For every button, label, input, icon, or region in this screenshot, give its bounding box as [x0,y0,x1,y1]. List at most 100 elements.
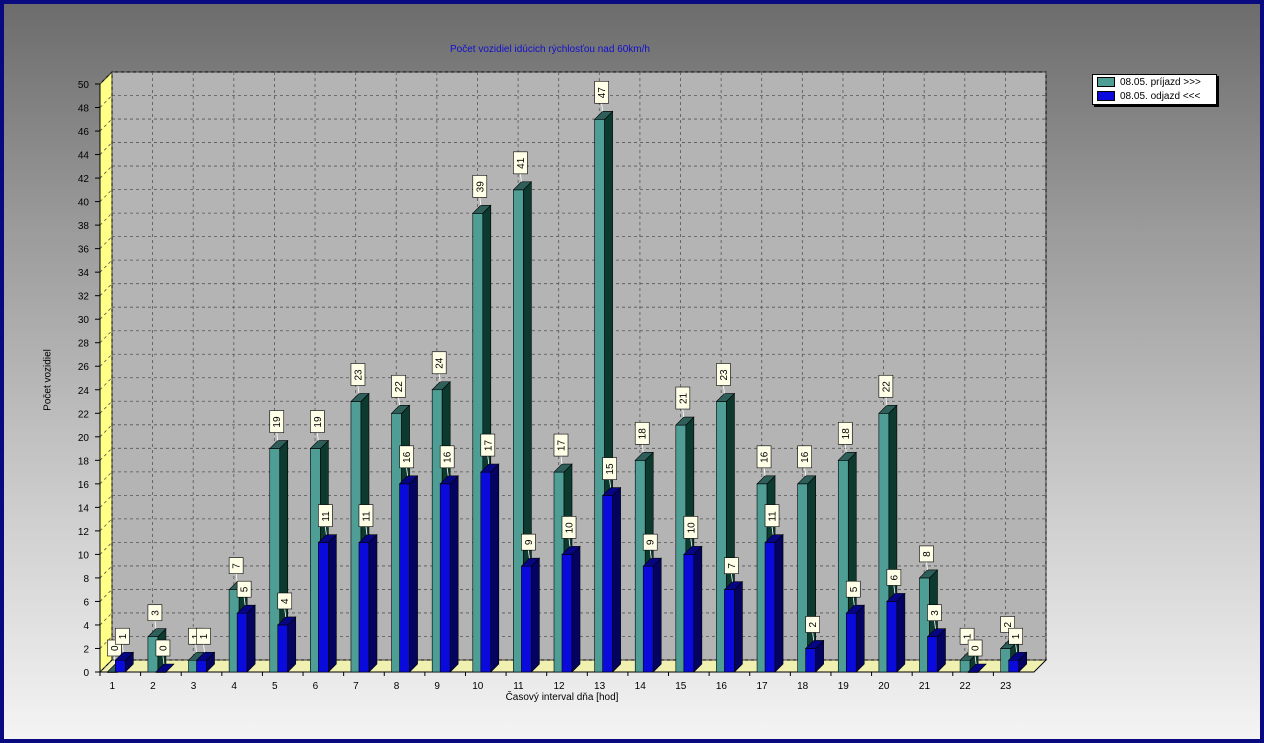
gridline-y-side [99,165,113,179]
bar-departure-side [246,604,256,673]
y-tick-label: 26 [78,362,90,373]
data-label-box [634,422,650,445]
x-tick-label: 22 [960,681,972,692]
data-label: 10 [686,522,697,534]
data-label: 22 [394,381,405,393]
x-tick-label: 3 [191,681,197,692]
gridline-y-side [99,353,113,367]
data-label-leader [162,655,165,665]
data-label: 19 [272,416,283,428]
bar-arrival-top [756,475,776,485]
bar-departure-side [734,580,743,673]
bar-departure-front [399,483,410,673]
data-label: 2 [1003,621,1014,627]
bar-departure-front [521,565,532,673]
data-label: 11 [361,511,372,522]
bar-arrival-top [390,404,411,414]
x-tick-label: 21 [919,681,931,692]
bar-arrival-top [634,452,654,461]
data-label-leader [398,397,400,406]
data-label-leader [203,644,205,653]
y-tick-label: 20 [78,433,90,444]
y-tick-label: 32 [78,292,90,303]
data-label-box [724,557,739,574]
data-label-leader [1015,644,1018,653]
data-label-box [147,604,163,622]
y-tick-label: 38 [78,221,90,232]
bar-departure-front [439,483,451,673]
bar-arrival-top [837,452,857,461]
bar-departure-front [480,471,492,673]
data-label-box [269,410,285,433]
gridline-y-side [99,495,113,508]
data-label: 3 [150,610,161,616]
data-label-box [521,533,536,551]
gridline-y-side [99,636,113,649]
data-label-box [675,386,691,410]
bar-departure-front [115,659,126,673]
bar-departure-side [287,616,297,673]
data-label-box [236,580,252,598]
data-label-leader [763,467,766,476]
bar-departure-top [764,534,784,543]
chart-title: Počet vozidiel idúcich rýchlosťou nad 60… [450,44,650,55]
x-tick-label: 23 [1000,681,1012,692]
y-tick-label: 40 [78,198,90,209]
data-label: 3 [930,610,941,616]
bar-departure-top [358,534,378,543]
data-label: 47 [597,87,608,99]
bar-departure-front [642,565,654,673]
x-tick-label: 17 [756,681,768,692]
data-label: 7 [727,563,738,569]
bar-arrival-top [878,404,898,414]
bar-departure-top [804,640,825,649]
bar-arrival-top [715,393,736,402]
data-label-leader [641,444,644,453]
data-label-box [115,627,130,645]
bar-departure-side [449,475,459,673]
x-tick-label: 10 [472,681,484,692]
y-tick-label: 10 [78,550,90,561]
x-tick-label: 18 [797,681,809,692]
bar-arrival-top [675,416,695,426]
bar-departure-side [571,545,581,673]
bar-departure-front [1008,659,1020,673]
gridline-y-side [99,212,113,226]
data-label-leader [235,573,238,582]
bar-departure-top [926,628,947,638]
data-label-leader [479,197,482,206]
bar-arrival-top [796,475,817,485]
legend-swatch-departure [1097,91,1115,101]
data-label-box [805,616,820,633]
data-label-box [439,445,455,469]
y-tick-label: 0 [83,668,89,679]
y-tick-label: 30 [78,315,90,326]
x-tick-label: 20 [878,681,890,692]
data-label-leader [568,538,571,547]
data-label-leader [885,397,888,406]
bar-departure-side [531,557,540,673]
data-label-box [196,627,211,645]
data-label: 2 [808,621,819,627]
y-tick-label: 22 [78,409,90,420]
data-label-box [399,445,414,469]
data-label: 5 [240,586,251,592]
bar-arrival-top [431,381,451,391]
data-label-box [886,569,902,586]
data-label-box [642,533,658,551]
gridline-y-side [99,424,113,438]
data-label-leader [406,467,408,476]
data-label-leader [649,550,652,559]
x-tick-label: 13 [594,681,606,692]
bar-departure-top [561,546,581,555]
data-label-leader [804,467,807,476]
gridline-y-side [99,189,113,202]
bar-departure-top [480,463,500,473]
bar-departure-top [155,663,175,673]
data-label: 4 [280,598,291,604]
bar-departure-front [358,542,370,673]
y-tick-label: 18 [78,456,90,467]
data-label: 8 [922,551,933,557]
bar-arrival-front [959,659,971,673]
